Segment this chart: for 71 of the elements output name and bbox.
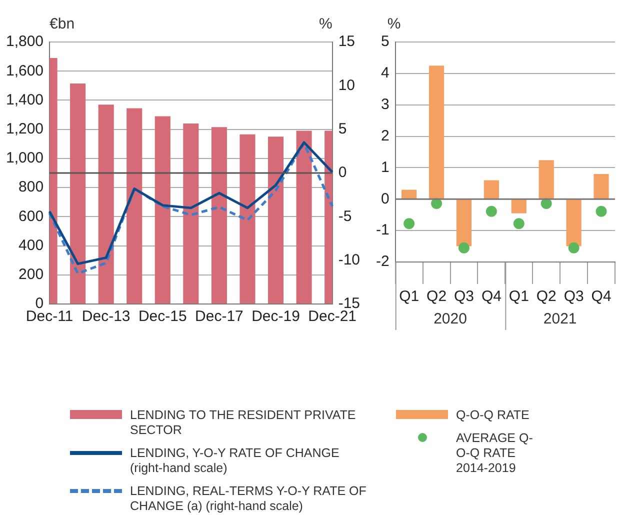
y-axis-title: €bn bbox=[50, 16, 75, 33]
legend-label: LENDING, REAL-TERMS Y-O-Y RATE OF CHANGE (a) (right-hand scale) bbox=[130, 484, 368, 514]
y-axis-title: % bbox=[387, 16, 401, 33]
y-tick-label: 1 bbox=[380, 158, 390, 176]
bar bbox=[511, 200, 526, 214]
bar bbox=[126, 108, 142, 304]
bar bbox=[428, 66, 444, 199]
y-tick-label: 1,200 bbox=[6, 120, 44, 138]
point bbox=[568, 242, 580, 254]
text: 2020 bbox=[434, 310, 467, 328]
bar bbox=[296, 130, 312, 304]
y-tick-label: 1,400 bbox=[6, 91, 44, 108]
y-tick-label: 5 bbox=[380, 33, 390, 50]
y-tick-label: 400 bbox=[18, 236, 44, 254]
legend-label: AVERAGE Q-O-Q RATE 2014-2019 bbox=[456, 431, 534, 476]
x-tick-label: Q4 bbox=[591, 288, 612, 306]
y2-tick-label: 5 bbox=[338, 120, 347, 138]
x-tick-label: Q2 bbox=[426, 288, 447, 306]
y-tick-label: 800 bbox=[18, 178, 44, 196]
bar bbox=[211, 127, 227, 304]
y-tick-label: 600 bbox=[18, 208, 44, 225]
x-tick-label: Dec-17 bbox=[195, 308, 244, 326]
bar bbox=[183, 124, 199, 304]
y-tick-label: 3 bbox=[380, 96, 390, 113]
bar bbox=[484, 180, 499, 199]
legend-label: Q-O-Q RATE bbox=[456, 408, 530, 423]
y-tick-label: 200 bbox=[18, 266, 44, 284]
bar bbox=[98, 104, 114, 304]
y2-axis-title: % bbox=[318, 16, 332, 33]
bar bbox=[240, 134, 256, 304]
y2-tick-label: 15 bbox=[338, 33, 356, 50]
bar bbox=[268, 136, 284, 304]
x-tick-label: Dec-21 bbox=[308, 308, 356, 326]
x-tick-label: Q4 bbox=[481, 288, 502, 306]
y-tick-label: 0 bbox=[380, 190, 390, 208]
y-tick-label: 1,800 bbox=[6, 33, 44, 50]
legend-label: LENDING TO THE RESIDENT PRIVATE SECTOR bbox=[130, 408, 357, 438]
bar bbox=[402, 190, 417, 199]
y-tick-label: -2 bbox=[376, 253, 390, 270]
y-tick-label: -1 bbox=[376, 222, 390, 239]
legend-label: LENDING, Y-O-Y RATE OF CHANGE (right-hand scale) bbox=[130, 446, 340, 476]
x-tick-label: Q1 bbox=[508, 288, 529, 306]
point bbox=[513, 218, 524, 230]
y2-tick-label: 0 bbox=[338, 164, 347, 182]
x-tick-label: Dec-15 bbox=[138, 308, 187, 326]
point bbox=[540, 198, 552, 210]
x-tick-label: Q2 bbox=[536, 288, 556, 306]
y2-tick-label: 10 bbox=[338, 76, 356, 94]
x-tick-label: Dec-19 bbox=[252, 308, 300, 326]
bar bbox=[594, 174, 609, 199]
bar bbox=[456, 200, 472, 246]
point bbox=[404, 218, 415, 230]
x-tick-label: Q1 bbox=[399, 288, 420, 306]
y-tick-label: 1,600 bbox=[6, 62, 44, 80]
x-tick-label: Q3 bbox=[454, 288, 474, 306]
point bbox=[596, 206, 607, 217]
x-tick-label: Q3 bbox=[564, 288, 584, 306]
bar bbox=[538, 160, 554, 199]
y-tick-label: 2 bbox=[380, 127, 390, 144]
y-tick-label: 4 bbox=[380, 64, 390, 82]
y2-tick-label: -5 bbox=[338, 208, 352, 225]
bar bbox=[566, 200, 582, 246]
point bbox=[431, 198, 442, 210]
x-tick-label: Dec-13 bbox=[82, 308, 130, 326]
text: 2021 bbox=[543, 310, 577, 328]
point bbox=[458, 242, 470, 254]
y2-tick-label: -10 bbox=[338, 251, 360, 268]
bar bbox=[154, 116, 170, 304]
bar bbox=[70, 83, 86, 304]
point bbox=[486, 206, 497, 217]
y-tick-label: 1,000 bbox=[6, 150, 44, 167]
